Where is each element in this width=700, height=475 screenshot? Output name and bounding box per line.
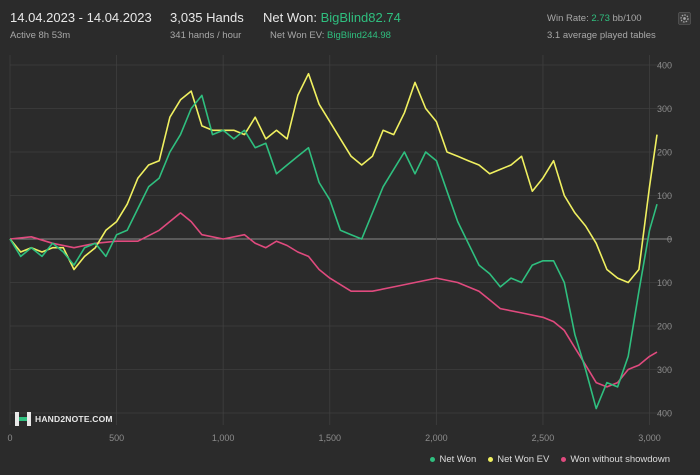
legend-label: Won without showdown [570,454,670,465]
y-axis-ticks: 400 300 200 100 0 100 200 300 400 [657,61,672,419]
legend-label: Net Won [439,454,477,465]
y-tick-label: 100 [657,191,672,201]
x-axis-ticks: 0 500 1,000 1,500 2,000 2,500 3,000 [7,433,660,443]
net-won-ev-label: Net Won EV: [270,30,325,41]
series-line-net-won-ev [9,72,658,284]
win-rate-unit: bb/100 [612,13,642,24]
session-header: 14.04.2023 - 14.04.2023 Active 8h 53m 3,… [0,0,700,50]
y-tick-label: 300 [657,104,672,114]
x-tick-label: 1,500 [319,433,342,443]
y-tick-label: 100 [657,278,672,288]
y-tick-label: 400 [657,409,672,419]
y-tick-label: 300 [657,365,672,375]
average-tables: 3.1 average played tables [547,30,656,41]
legend-dot-icon [488,457,494,462]
series-line-net-won [9,94,658,410]
logo: HAND2NOTE.COM [15,412,113,426]
legend-item-won-without-showdown[interactable]: Won without showdown [561,454,670,465]
chart-series [9,72,658,410]
legend-dot-icon [430,457,436,462]
legend-item-net-won-ev[interactable]: Net Won EV [488,454,549,465]
x-tick-label: 500 [109,433,124,443]
net-won-label: Net Won: [263,10,317,25]
net-won: Net Won: BigBlind82.74 [263,10,401,25]
x-tick-label: 0 [7,433,12,443]
legend-label: Net Won EV [497,454,550,465]
legend-dot-icon [561,457,567,462]
x-tick-label: 3,000 [638,433,661,443]
x-tick-label: 1,000 [212,433,235,443]
win-rate-label: Win Rate: [547,13,589,24]
hands-rate: 341 hands / hour [170,30,242,41]
hand2note-logo-icon [15,412,31,426]
net-won-value: BigBlind82.74 [320,10,401,25]
win-rate-value: 2.73 [591,13,610,24]
net-won-ev-value: BigBlind244.98 [327,30,391,41]
y-tick-label: 200 [657,322,672,332]
gear-icon[interactable] [678,12,691,25]
logo-text: HAND2NOTE.COM [35,414,113,424]
legend-item-net-won[interactable]: Net Won [430,454,476,465]
hands-count: 3,035 Hands [170,10,244,25]
chart-legend: Net Won Net Won EV Won without showdown [430,454,670,465]
x-tick-label: 2,500 [532,433,555,443]
y-tick-label: 200 [657,148,672,158]
net-won-ev: Net Won EV: BigBlind244.98 [270,30,391,41]
date-range: 14.04.2023 - 14.04.2023 [10,10,152,25]
x-tick-label: 2,000 [425,433,448,443]
chart-grid [9,55,672,425]
y-tick-label: 0 [667,235,672,245]
win-rate: Win Rate: 2.73 bb/100 [547,13,642,24]
y-tick-label: 400 [657,61,672,71]
active-time: Active 8h 53m [10,30,71,41]
